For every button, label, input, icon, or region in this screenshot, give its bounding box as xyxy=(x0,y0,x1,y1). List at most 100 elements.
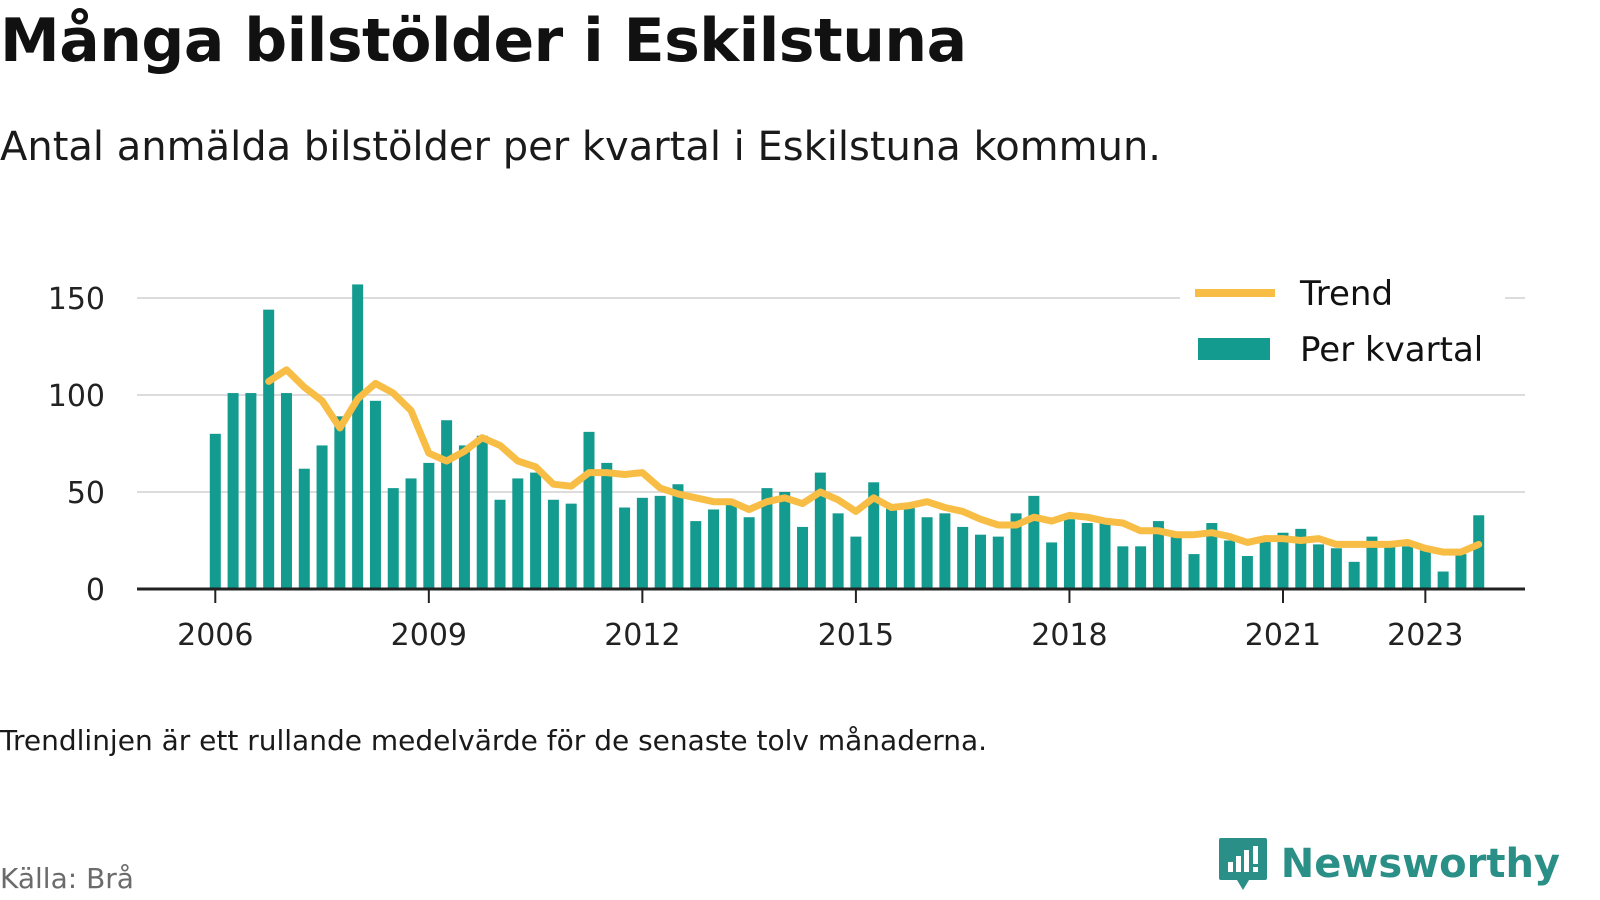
bar-2017-q1 xyxy=(992,536,1004,589)
bar-2009-q3 xyxy=(458,445,470,589)
bar-2010-q1 xyxy=(494,499,506,589)
x-tick-label-2021: 2021 xyxy=(1245,618,1321,653)
bar-2021-q1 xyxy=(1277,532,1289,589)
bar-2016-q3 xyxy=(957,526,969,589)
bar-2008-q2 xyxy=(369,400,381,589)
source-label: Källa: Brå xyxy=(0,862,134,895)
bar-2014-q3 xyxy=(814,472,826,589)
bar-2021-q4 xyxy=(1330,548,1342,589)
bar-2022-q1 xyxy=(1348,561,1360,589)
bar-2016-q2 xyxy=(939,513,951,589)
bar-2019-q1 xyxy=(1135,546,1147,589)
bar-2012-q1 xyxy=(636,497,648,589)
bar-2006-q3 xyxy=(245,393,257,589)
chart-title: Många bilstölder i Eskilstuna xyxy=(0,6,967,76)
bar-2017-q4 xyxy=(1046,542,1058,589)
x-tick-label-2006: 2006 xyxy=(177,618,253,653)
bar-2011-q2 xyxy=(583,431,595,589)
y-tick-label-150: 150 xyxy=(48,282,105,317)
bar-2013-q2 xyxy=(725,503,737,589)
brand-logo: Newsworthy xyxy=(1217,836,1560,892)
bar-2020-q4 xyxy=(1259,540,1271,589)
brand-name: Newsworthy xyxy=(1280,841,1560,887)
bar-2007-q1 xyxy=(280,393,292,589)
bar-2022-q2 xyxy=(1366,536,1378,589)
bar-2007-q3 xyxy=(316,445,328,589)
bar-2018-q2 xyxy=(1081,523,1093,589)
bar-2016-q1 xyxy=(921,517,933,589)
bar-2015-q1 xyxy=(850,536,862,589)
y-tick-label-100: 100 xyxy=(48,379,105,414)
bar-2018-q4 xyxy=(1117,546,1129,589)
bar-2015-q3 xyxy=(886,505,898,589)
trend-line xyxy=(265,366,1483,556)
bar-2008-q4 xyxy=(405,478,417,589)
bar-2013-q3 xyxy=(743,517,755,589)
bar-2020-q1 xyxy=(1206,523,1218,589)
bar-2015-q4 xyxy=(903,503,915,589)
bar-2019-q2 xyxy=(1152,521,1164,589)
bar-2018-q3 xyxy=(1099,521,1111,589)
bar-2010-q2 xyxy=(512,478,524,589)
bar-2014-q2 xyxy=(797,526,809,589)
bar-2023-q2 xyxy=(1437,571,1449,589)
bar-2011-q1 xyxy=(565,503,577,589)
bar-2006-q1 xyxy=(209,433,221,589)
bar-2016-q4 xyxy=(974,534,986,589)
bar-2020-q3 xyxy=(1241,556,1253,589)
bar-2009-q1 xyxy=(423,462,435,589)
chart-note: Trendlinjen är ett rullande medelvärde f… xyxy=(0,724,988,757)
bar-2010-q4 xyxy=(547,499,559,589)
x-tick-label-2023: 2023 xyxy=(1387,618,1463,653)
x-tick-label-2015: 2015 xyxy=(818,618,894,653)
bar-2019-q4 xyxy=(1188,554,1200,589)
bar-2023-q1 xyxy=(1419,546,1431,589)
bar-2009-q2 xyxy=(441,420,453,589)
bar-line-chart: 0 50 100 150 2006 2009 2012 2015 2018 2021 2023 T… xyxy=(48,274,1525,653)
legend-per-kvartal-swatch xyxy=(1198,338,1270,360)
bar-2012-q2 xyxy=(654,495,666,589)
bar-2012-q3 xyxy=(672,484,684,589)
bar-2011-q4 xyxy=(619,507,631,589)
bar-2006-q2 xyxy=(227,393,239,589)
bar-2010-q3 xyxy=(530,472,542,589)
line-series-trend xyxy=(265,366,1483,556)
bar-2007-q2 xyxy=(298,468,310,589)
legend-label-per-kvartal: Per kvartal xyxy=(1300,330,1483,370)
bar-2008-q1 xyxy=(352,284,364,589)
legend-label-trend: Trend xyxy=(1299,274,1393,314)
y-tick-label-0: 0 xyxy=(86,573,105,608)
x-tick-label-2012: 2012 xyxy=(604,618,680,653)
bar-2012-q4 xyxy=(690,521,702,589)
chart-subtitle: Antal anmälda bilstölder per kvartal i E… xyxy=(0,124,1162,170)
legend: Trend Per kvartal xyxy=(1180,274,1505,376)
y-tick-label-50: 50 xyxy=(67,476,105,511)
bar-2018-q1 xyxy=(1063,519,1075,589)
bar-2017-q3 xyxy=(1028,495,1040,589)
bar-2017-q2 xyxy=(1010,513,1022,589)
bar-2011-q3 xyxy=(601,462,613,589)
bar-2014-q1 xyxy=(779,492,791,589)
bar-series-per-kvartal xyxy=(209,284,1485,589)
bar-2022-q3 xyxy=(1384,544,1396,589)
bar-2021-q2 xyxy=(1295,528,1307,589)
y-axis-tick-labels: 0 50 100 150 xyxy=(48,282,105,608)
x-axis: 2006 2009 2012 2015 2018 2021 2023 xyxy=(137,587,1525,653)
bar-2009-q4 xyxy=(476,435,488,589)
bar-2008-q3 xyxy=(387,488,399,589)
x-tick-label-2009: 2009 xyxy=(391,618,467,653)
bar-2007-q4 xyxy=(334,416,346,589)
x-tick-label-2018: 2018 xyxy=(1031,618,1107,653)
newsworthy-logo-icon xyxy=(1218,838,1267,890)
bar-2013-q1 xyxy=(708,509,720,589)
bar-2023-q4 xyxy=(1473,515,1485,589)
bar-2006-q4 xyxy=(263,309,275,589)
bar-2013-q4 xyxy=(761,488,773,589)
bar-2021-q3 xyxy=(1313,544,1325,589)
bar-2020-q2 xyxy=(1224,540,1236,589)
bar-2015-q2 xyxy=(868,482,880,589)
bar-2022-q4 xyxy=(1402,546,1414,589)
bar-2023-q3 xyxy=(1455,554,1467,589)
bar-2019-q3 xyxy=(1170,534,1182,589)
bar-2014-q4 xyxy=(832,513,844,589)
